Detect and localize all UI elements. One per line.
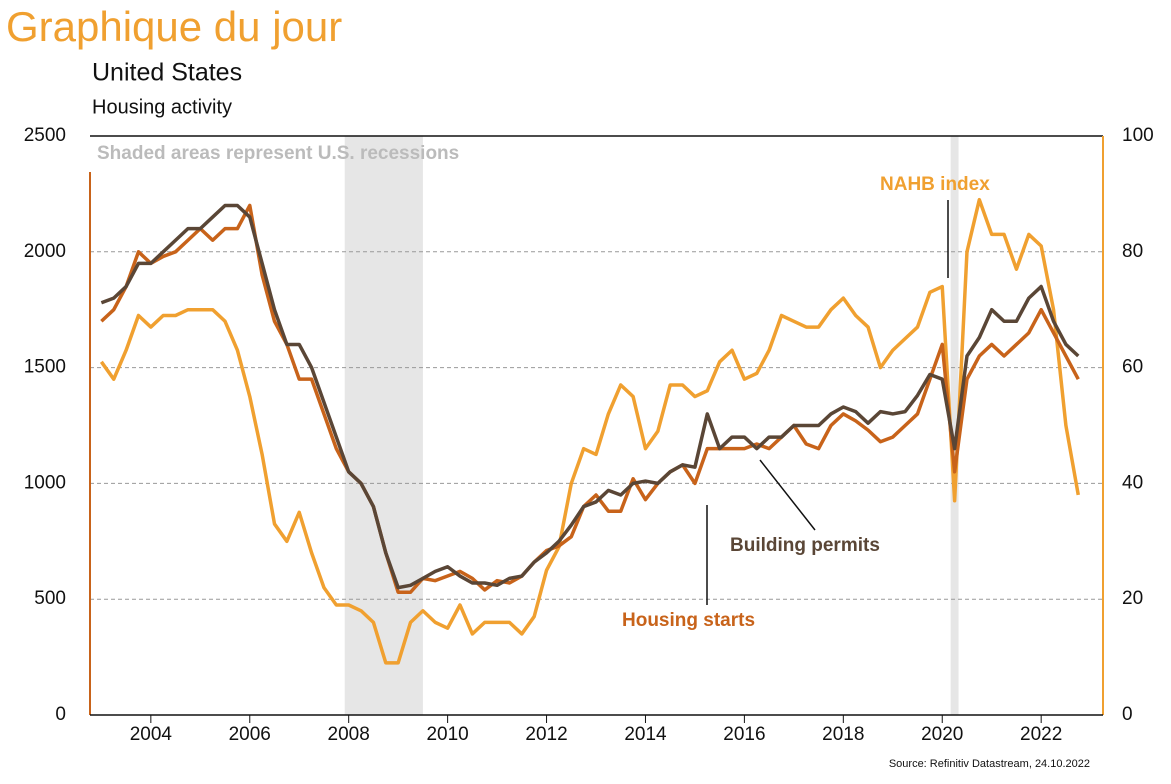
x-tick-label: 2018 xyxy=(822,724,864,745)
series-line xyxy=(99,197,1080,665)
permits-label: Building permits xyxy=(730,535,880,556)
y2-tick-label: 20 xyxy=(1122,588,1143,609)
chart-subtitle: United States xyxy=(92,59,242,87)
y2-tick-label: 100 xyxy=(1122,125,1154,146)
series-line xyxy=(100,203,1080,590)
nahb-label: NAHB index xyxy=(880,174,990,195)
x-tick-label: 2020 xyxy=(921,724,963,745)
starts-label: Housing starts xyxy=(622,610,755,631)
y2-tick-label: 60 xyxy=(1122,357,1143,378)
y-tick-label: 0 xyxy=(55,704,66,725)
y2-tick-label: 80 xyxy=(1122,241,1143,262)
y-tick-label: 1500 xyxy=(24,357,66,378)
source: Source: Refinitiv Datastream, 24.10.2022 xyxy=(889,758,1090,770)
x-tick-label: 2004 xyxy=(130,724,173,745)
y-tick-label: 500 xyxy=(34,588,66,609)
recession-band xyxy=(344,136,423,715)
y-tick-label: 1000 xyxy=(24,472,66,493)
recession-band xyxy=(950,136,959,715)
x-tick-label: 2022 xyxy=(1020,724,1062,745)
leader-line xyxy=(759,459,816,531)
y2-tick-label: 40 xyxy=(1122,472,1143,493)
x-tick-label: 2012 xyxy=(525,724,567,745)
x-tick-label: 2016 xyxy=(723,724,765,745)
y-tick-label: 2000 xyxy=(24,241,66,262)
recession-note: Shaded areas represent U.S. recessions xyxy=(97,143,459,164)
x-tick-label: 2014 xyxy=(624,724,667,745)
background-layer xyxy=(90,135,1103,715)
series-line xyxy=(100,203,1080,595)
y2-tick-label: 0 xyxy=(1122,704,1133,725)
x-tick-label: 2006 xyxy=(229,724,271,745)
x-tick-label: 2010 xyxy=(426,724,468,745)
y-axis-label: Housing activity xyxy=(92,96,232,118)
y-tick-label: 2500 xyxy=(24,125,66,146)
x-tick-label: 2008 xyxy=(328,724,370,745)
chart-title: Graphique du jour xyxy=(6,3,342,50)
